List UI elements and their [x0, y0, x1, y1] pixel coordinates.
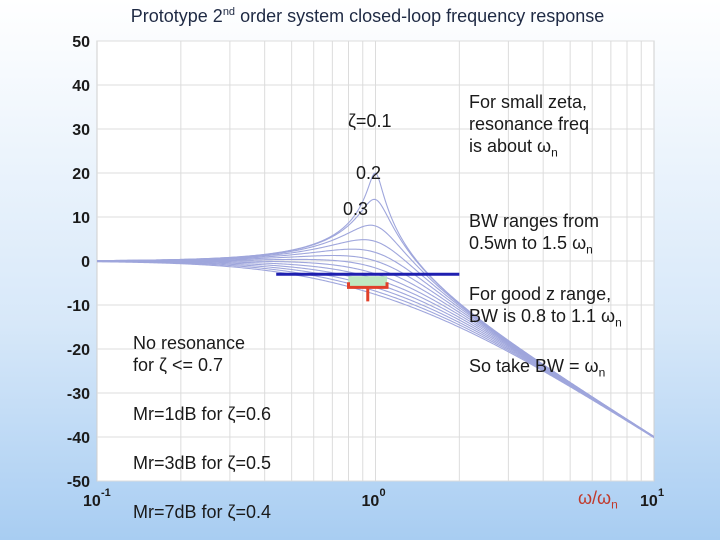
y-axis: 50 40 30 20 10 0 -10 -20 -30 -40 -50 — [67, 34, 90, 491]
y-tick-label: -10 — [67, 298, 90, 315]
y-tick-label: 10 — [72, 210, 90, 227]
bandwidth-bracket — [347, 282, 389, 302]
x-axis-label: ω/ωn — [578, 488, 618, 512]
curve-ζ=1.2 — [97, 261, 654, 439]
bandwidth-band — [348, 276, 388, 289]
label-zeta-0-1: ζ=0.1 — [348, 111, 392, 131]
y-tick-label: 40 — [72, 78, 90, 95]
label-zeta-0-3: 0.3 — [343, 199, 369, 219]
y-tick-label: -50 — [67, 474, 90, 491]
x-tick-label: 10 — [362, 493, 380, 510]
note-mr-3db: Mr=3dB for ζ=0.5 — [133, 453, 272, 473]
note-mr-1db: Mr=1dB for ζ=0.6 — [133, 404, 272, 424]
note-bw-range: BW ranges from 0.5wn to 1.5 ωn — [469, 211, 600, 257]
note-mr-7db: Mr=7dB for ζ=0.4 — [133, 502, 272, 522]
y-tick-label: -30 — [67, 386, 90, 403]
note-take-bw: So take BW = ωn — [469, 356, 606, 380]
note-small-zeta: For small zeta, resonance freq is about … — [469, 92, 590, 160]
y-tick-label: -40 — [67, 430, 90, 447]
y-tick-label: 30 — [72, 122, 90, 139]
y-tick-label: -20 — [67, 342, 90, 359]
label-zeta-0-2: 0.2 — [356, 163, 382, 183]
x-tick-exponent: 0 — [380, 487, 386, 499]
chart-title: Prototype 2nd order system closed-loop f… — [130, 6, 605, 26]
x-tick-label: 10 — [83, 493, 101, 510]
x-axis: 10 -1 10 0 10 1 — [83, 487, 664, 510]
curves — [97, 172, 654, 439]
note-no-resonance: No resonance for ζ <= 0.7 — [133, 333, 246, 375]
y-tick-label: 20 — [72, 166, 90, 183]
y-tick-label: 50 — [72, 34, 90, 51]
x-tick-label: 10 — [640, 493, 658, 510]
x-tick-exponent: 1 — [658, 487, 664, 499]
curve-ζ=1.1 — [97, 260, 654, 439]
y-tick-label: 0 — [81, 254, 90, 271]
note-good-z: For good z range, BW is 0.8 to 1.1 ωn — [469, 284, 622, 330]
x-tick-exponent: -1 — [101, 487, 111, 499]
